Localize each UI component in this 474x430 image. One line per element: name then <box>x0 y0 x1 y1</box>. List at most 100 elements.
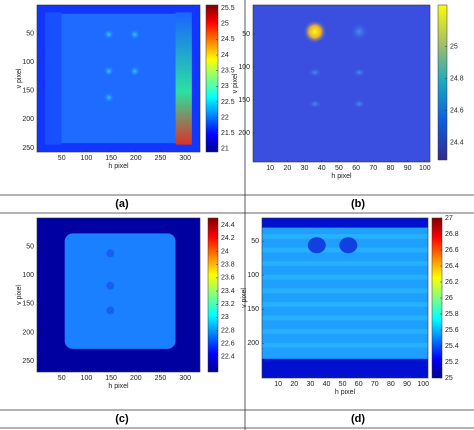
y-tick-label: 50 <box>251 238 259 245</box>
y-axis-label: v pixel <box>16 285 23 305</box>
x-tick-label: 20 <box>290 381 298 388</box>
x-tick-label: 10 <box>274 381 282 388</box>
x-tick-label: 50 <box>58 375 66 382</box>
colorbar-tick-label: 26.4 <box>445 263 459 270</box>
colorbar-tick-label: 26.2 <box>445 279 459 286</box>
x-tick-label: 150 <box>105 155 117 162</box>
caption: (b) <box>351 198 365 210</box>
y-tick-label: 100 <box>22 59 34 66</box>
caption: (a) <box>115 198 129 210</box>
colorbar-tick-label: 27 <box>445 215 453 222</box>
colorbar-tick-label: 25.8 <box>445 311 459 318</box>
stripe <box>262 288 428 294</box>
y-tick-label: 200 <box>22 329 34 336</box>
hot-spot <box>102 65 115 78</box>
y-tick-label: 200 <box>22 116 34 123</box>
x-tick-label: 80 <box>387 381 395 388</box>
colorbar-tick-label: 21 <box>221 146 229 153</box>
panel: 10 20 30 40 50 60 70 80 90 100 50 100 150 200 h pixel v… <box>241 215 459 396</box>
heatmap-bg <box>253 5 430 162</box>
y-tick-label: 50 <box>26 30 34 37</box>
y-tick-label: 150 <box>247 306 259 313</box>
stripe <box>262 329 428 334</box>
x-tick-label: 10 <box>266 165 274 172</box>
y-tick-label: 150 <box>22 301 34 308</box>
hot-spot <box>128 28 141 41</box>
x-tick-label: 30 <box>301 165 309 172</box>
plot-frame <box>261 217 429 379</box>
colorbar-tick-label: 24.4 <box>221 222 235 229</box>
colorbar-tick-label: 26.8 <box>445 231 459 238</box>
colorbar-tick-label: 23.5 <box>221 68 235 75</box>
x-axis-label: h pixel <box>108 383 129 390</box>
colorbar-tick-label: 26 <box>445 295 453 302</box>
hot-spot <box>307 98 322 109</box>
colorbar-tick-label: 22.4 <box>221 354 235 361</box>
stripe <box>262 342 428 348</box>
hot-spot <box>302 19 327 44</box>
x-axis-label: h pixel <box>108 163 129 170</box>
colorbar-tick-label: 24.5 <box>221 36 235 43</box>
cool-spot <box>106 281 115 290</box>
x-tick-label: 250 <box>155 155 167 162</box>
colorbar-tick-label: 23 <box>221 83 229 90</box>
cool-spot <box>106 306 115 315</box>
hot-spot <box>352 98 367 109</box>
colorbar <box>205 4 219 153</box>
y-tick-label: 150 <box>238 97 250 104</box>
colorbar-tick-label: 24.4 <box>450 139 464 146</box>
y-tick-label: 200 <box>247 340 259 347</box>
y-axis-label: v pixel <box>16 68 23 88</box>
colorbar-tick-label: 21.5 <box>221 130 235 137</box>
x-tick-label: 100 <box>81 375 93 382</box>
y-tick-label: 150 <box>22 88 34 95</box>
colorbar-tick-label: 23.6 <box>221 275 235 282</box>
colorbar-tick-label: 25 <box>445 375 453 382</box>
x-tick-label: 50 <box>58 155 66 162</box>
x-tick-label: 40 <box>318 165 326 172</box>
colorbar-tick-label: 22.8 <box>221 327 235 334</box>
colorbar-tick-label: 24.8 <box>450 75 464 82</box>
colorbar-tick-label: 24.2 <box>221 235 235 242</box>
x-tick-label: 300 <box>179 375 191 382</box>
colorbar-tick-label: 24.6 <box>450 107 464 114</box>
colorbar-tick-label: 25 <box>221 21 229 28</box>
caption: (c) <box>115 413 129 425</box>
x-tick-label: 30 <box>306 381 314 388</box>
x-tick-label: 20 <box>283 165 291 172</box>
x-tick-label: 50 <box>339 381 347 388</box>
colorbar-tick-label: 22 <box>221 114 229 121</box>
colorbar-tick-label: 25.5 <box>221 5 235 12</box>
y-tick-label: 200 <box>238 130 250 137</box>
panel: 10 20 30 40 50 60 70 80 90 100 50 100 150 200 h pixel v… <box>232 4 464 180</box>
stripe <box>262 315 428 321</box>
colorbar <box>437 4 448 161</box>
y-tick-label: 50 <box>26 243 34 250</box>
cool-spot <box>106 249 115 258</box>
y-tick-label: 50 <box>242 31 250 38</box>
colorbar-tick-label: 23 <box>221 314 229 321</box>
y-axis-label: v pixel <box>232 73 239 93</box>
stripe <box>262 302 428 307</box>
heatmap-body <box>61 13 176 144</box>
x-tick-label: 60 <box>352 165 360 172</box>
colorbar-tick-label: 25.6 <box>445 327 459 334</box>
colorbar-tick-label: 26.6 <box>445 247 459 254</box>
colorbar-tick-label: 23.2 <box>221 301 235 308</box>
hot-spot <box>102 91 115 104</box>
x-tick-label: 300 <box>179 155 191 162</box>
x-tick-label: 70 <box>369 165 377 172</box>
stripe <box>262 234 428 239</box>
x-tick-label: 250 <box>155 375 167 382</box>
x-tick-label: 90 <box>404 165 412 172</box>
y-tick-label: 100 <box>238 64 250 71</box>
x-tick-label: 70 <box>371 381 379 388</box>
colorbar-tick-label: 23.8 <box>221 262 235 269</box>
panel: 50 100 150 200 250 300 50 100 150 200 250 h pixel v … <box>16 217 235 390</box>
x-tick-label: 40 <box>323 381 331 388</box>
hot-spot <box>307 67 322 78</box>
stripe <box>262 274 428 280</box>
x-tick-label: 100 <box>419 165 431 172</box>
x-tick-label: 100 <box>417 381 429 388</box>
x-tick-label: 200 <box>130 155 142 162</box>
